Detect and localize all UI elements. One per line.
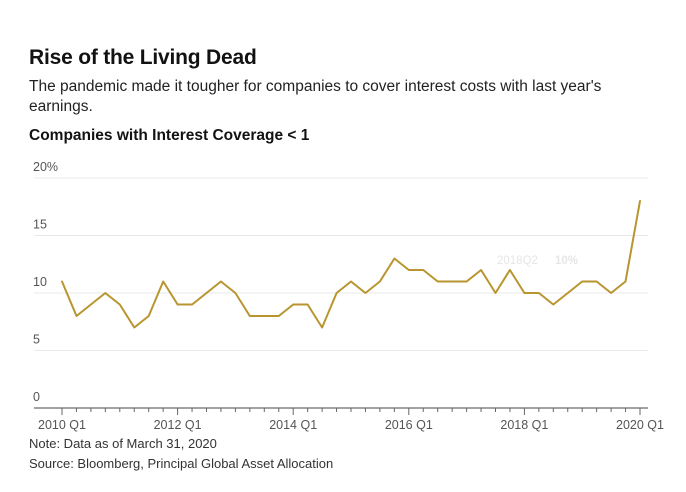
data-point[interactable] bbox=[550, 302, 556, 308]
data-point[interactable] bbox=[391, 256, 397, 262]
data-point[interactable] bbox=[464, 279, 470, 285]
data-point[interactable] bbox=[348, 279, 354, 285]
tooltip-label: 2018Q2 bbox=[497, 255, 538, 267]
data-point[interactable] bbox=[59, 279, 65, 285]
data-point[interactable] bbox=[88, 302, 94, 308]
data-point[interactable] bbox=[175, 302, 181, 308]
y-tick-label: 0 bbox=[33, 390, 40, 404]
y-tick-label: 20% bbox=[33, 160, 58, 174]
y-axis-ticks: 0 5 10 15 20% bbox=[33, 160, 58, 404]
hover-tooltip: 2018Q2 10% bbox=[497, 255, 578, 267]
page-subtitle: The pandemic made it tougher for compani… bbox=[29, 78, 602, 115]
data-point[interactable] bbox=[146, 313, 152, 319]
data-point[interactable] bbox=[478, 267, 484, 273]
data-point[interactable] bbox=[579, 279, 585, 285]
data-point[interactable] bbox=[261, 313, 267, 319]
data-point[interactable] bbox=[507, 267, 513, 273]
gridlines bbox=[34, 177, 648, 351]
data-point[interactable] bbox=[565, 290, 571, 296]
data-point[interactable] bbox=[204, 290, 210, 296]
data-point[interactable] bbox=[435, 279, 441, 285]
data-point[interactable] bbox=[73, 313, 79, 319]
data-point[interactable] bbox=[232, 290, 238, 296]
data-point[interactable] bbox=[218, 279, 224, 285]
data-point[interactable] bbox=[117, 302, 123, 308]
x-tick-label: 2014 Q1 bbox=[269, 418, 317, 432]
chart-note: Note: Data as of March 31, 2020 bbox=[29, 436, 217, 451]
data-point[interactable] bbox=[102, 290, 108, 296]
data-point[interactable] bbox=[131, 325, 137, 331]
x-tick-label: 2010 Q1 bbox=[38, 418, 86, 432]
data-point[interactable] bbox=[290, 302, 296, 308]
chart-source: Source: Bloomberg, Principal Global Asse… bbox=[29, 456, 334, 471]
data-point[interactable] bbox=[305, 302, 311, 308]
y-tick-label: 5 bbox=[33, 333, 40, 347]
series-line[interactable] bbox=[61, 200, 641, 329]
data-point[interactable] bbox=[377, 279, 383, 285]
data-point[interactable] bbox=[420, 267, 426, 273]
data-point[interactable] bbox=[189, 302, 195, 308]
y-tick-label: 15 bbox=[33, 218, 47, 232]
data-point[interactable] bbox=[637, 198, 643, 204]
data-point[interactable] bbox=[362, 290, 368, 296]
data-point[interactable] bbox=[406, 267, 412, 273]
x-axis: 2010 Q1 2012 Q1 2014 Q1 2016 Q1 2018 Q1 2020 … bbox=[34, 407, 664, 432]
page-title: Rise of the Living Dead bbox=[29, 46, 257, 69]
data-point[interactable] bbox=[493, 290, 499, 296]
x-tick-label: 2016 Q1 bbox=[385, 418, 433, 432]
series-group[interactable] bbox=[59, 198, 643, 331]
data-point[interactable] bbox=[334, 290, 340, 296]
data-point[interactable] bbox=[608, 290, 614, 296]
y-tick-label: 10 bbox=[33, 275, 47, 289]
x-tick-label: 2012 Q1 bbox=[154, 418, 202, 432]
chart-title: Companies with Interest Coverage < 1 bbox=[29, 127, 310, 144]
data-point[interactable] bbox=[247, 313, 253, 319]
data-point[interactable] bbox=[594, 279, 600, 285]
data-point[interactable] bbox=[160, 279, 166, 285]
data-point[interactable] bbox=[449, 279, 455, 285]
data-point[interactable] bbox=[276, 313, 282, 319]
x-tick-label: 2020 Q1 bbox=[616, 418, 664, 432]
data-point[interactable] bbox=[536, 290, 542, 296]
tooltip-value: 10% bbox=[555, 255, 578, 267]
data-point[interactable] bbox=[521, 290, 527, 296]
data-point[interactable] bbox=[319, 325, 325, 331]
data-point[interactable] bbox=[623, 279, 629, 285]
x-tick-label: 2018 Q1 bbox=[500, 418, 548, 432]
